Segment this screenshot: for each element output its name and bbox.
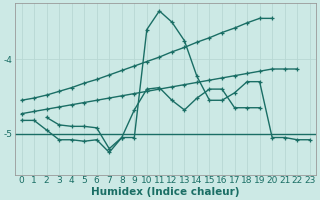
X-axis label: Humidex (Indice chaleur): Humidex (Indice chaleur): [92, 187, 240, 197]
